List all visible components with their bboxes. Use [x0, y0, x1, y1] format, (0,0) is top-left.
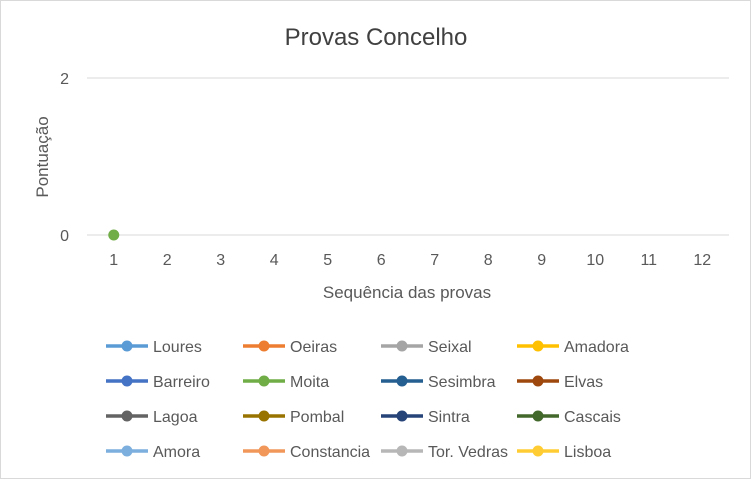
legend-item: Loures — [106, 339, 202, 356]
legend-label: Sesimbra — [428, 374, 496, 391]
legend-label: Sintra — [428, 409, 470, 426]
legend-marker — [121, 445, 133, 457]
legend-marker — [396, 375, 408, 387]
legend-marker — [258, 410, 270, 422]
legend-item: Sintra — [381, 409, 470, 426]
legend-item: Tor. Vedras — [381, 444, 508, 461]
x-tick-label: 4 — [270, 252, 279, 269]
legend-item: Lagoa — [106, 409, 198, 426]
x-tick-label: 3 — [216, 252, 225, 269]
legend-label: Elvas — [564, 374, 603, 391]
x-tick-label: 12 — [693, 252, 711, 269]
legend-label: Seixal — [428, 339, 472, 356]
x-tick-label: 7 — [430, 252, 439, 269]
legend-marker — [258, 445, 270, 457]
legend-label: Lagoa — [153, 409, 198, 426]
legend-marker — [532, 410, 544, 422]
y-axis-label: Pontuação — [33, 116, 52, 197]
legend-marker — [121, 340, 133, 352]
legend-item: Lisboa — [517, 444, 611, 461]
legend-item: Moita — [243, 374, 329, 391]
legend-item: Pombal — [243, 409, 344, 426]
legend-label: Amora — [153, 444, 200, 461]
legend: Loures Oeiras Seixal Amadora Barreiro Moita Se… — [106, 339, 629, 461]
legend-label: Moita — [290, 374, 329, 391]
x-axis-label: Sequência das provas — [323, 283, 491, 302]
x-tick-label: 5 — [323, 252, 332, 269]
legend-marker — [532, 445, 544, 457]
legend-label: Amadora — [564, 339, 629, 356]
legend-label: Barreiro — [153, 374, 210, 391]
legend-marker — [258, 375, 270, 387]
series-marks — [108, 229, 120, 241]
x-tick-label: 8 — [484, 252, 493, 269]
chart-title: Provas Concelho — [285, 24, 468, 51]
legend-marker — [396, 340, 408, 352]
legend-item: Elvas — [517, 374, 603, 391]
legend-marker — [396, 445, 408, 457]
legend-marker — [121, 410, 133, 422]
legend-label: Cascais — [564, 409, 621, 426]
legend-item: Constancia — [243, 444, 370, 461]
y-tick-label: 2 — [60, 71, 69, 88]
legend-marker — [396, 410, 408, 422]
legend-marker — [121, 375, 133, 387]
data-point — [108, 229, 120, 241]
legend-marker — [532, 340, 544, 352]
x-tick-label: 11 — [640, 252, 657, 269]
legend-label: Lisboa — [564, 444, 611, 461]
legend-item: Sesimbra — [381, 374, 496, 391]
legend-label: Loures — [153, 339, 202, 356]
x-tick-label: 2 — [163, 252, 172, 269]
x-tick-label: 1 — [109, 252, 118, 269]
x-tick-label: 6 — [377, 252, 386, 269]
legend-item: Oeiras — [243, 339, 337, 356]
legend-item: Amora — [106, 444, 200, 461]
legend-item: Cascais — [517, 409, 621, 426]
legend-label: Constancia — [290, 444, 370, 461]
legend-item: Barreiro — [106, 374, 210, 391]
axis-ticks: 021 2 3 4 5 6 7 8 9 10 11 12 — [60, 71, 711, 269]
legend-item: Amadora — [517, 339, 629, 356]
legend-label: Oeiras — [290, 339, 337, 356]
y-tick-label: 0 — [60, 228, 69, 245]
legend-label: Pombal — [290, 409, 344, 426]
legend-marker — [258, 340, 270, 352]
legend-label: Tor. Vedras — [428, 444, 508, 461]
gridlines — [87, 77, 729, 236]
x-tick-label: 9 — [537, 252, 546, 269]
legend-item: Seixal — [381, 339, 472, 356]
legend-marker — [532, 375, 544, 387]
x-tick-label: 10 — [586, 252, 604, 269]
